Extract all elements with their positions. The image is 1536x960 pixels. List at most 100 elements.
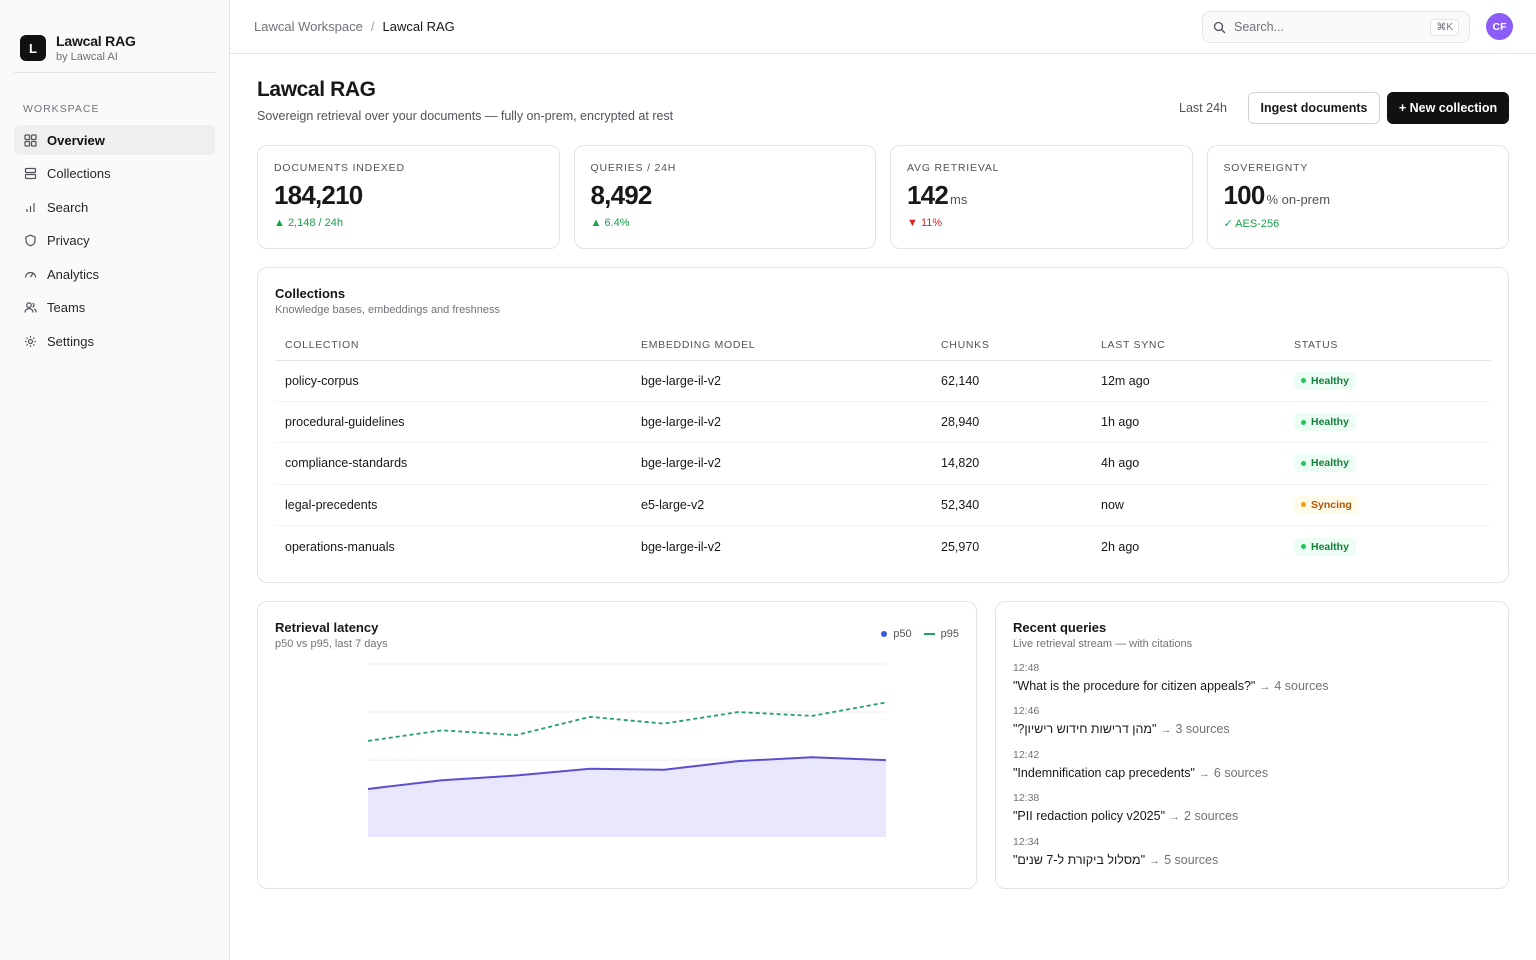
- kpi-sovereignty: SOVEREIGNTY 100% on-prem ✓ AES-256: [1206, 145, 1509, 249]
- queries-subtitle: Live retrieval stream — with citations: [1013, 638, 1193, 650]
- column-header-chunks[interactable]: CHUNKS: [931, 330, 1091, 361]
- search-shortcut: ⌘K: [1430, 18, 1459, 36]
- grid-icon: [23, 133, 37, 147]
- table-row[interactable]: policy-corpus bge-large-il-v2 62,140 12m…: [275, 360, 1491, 402]
- sidebar-item-label: Privacy: [47, 233, 90, 249]
- sidebar-item-settings[interactable]: Settings: [14, 327, 215, 357]
- query-sources: 6 sources: [1213, 765, 1269, 780]
- sidebar-item-overview[interactable]: Overview: [14, 125, 215, 155]
- sidebar-item-privacy[interactable]: Privacy: [14, 226, 215, 256]
- status-label: Syncing: [1311, 498, 1352, 511]
- sidebar-item-label: Overview: [47, 132, 105, 148]
- sidebar-item-label: Search: [47, 199, 89, 215]
- table-row[interactable]: compliance-standards bge-large-il-v2 14,…: [275, 442, 1491, 485]
- sidebar-item-label: Teams: [47, 300, 86, 316]
- list-item[interactable]: 12:38 "PII redaction policy v2025" → 2 sou…: [1013, 792, 1491, 835]
- sidebar-item-analytics[interactable]: Analytics: [14, 259, 215, 289]
- cell-status: Healthy: [1284, 401, 1491, 444]
- status-label: Healthy: [1311, 416, 1349, 429]
- collections-table: COLLECTION EMBEDDING MODEL CHUNKS LAST S…: [275, 330, 1491, 567]
- kpi-number: 184,210: [274, 180, 363, 210]
- column-header-status[interactable]: STATUS: [1284, 330, 1491, 361]
- column-header-last-sync[interactable]: LAST SYNC: [1091, 330, 1284, 361]
- sidebar-item-label: Analytics: [47, 266, 100, 282]
- queries-title: Recent queries: [1013, 620, 1107, 635]
- arrow-icon: →: [1169, 811, 1181, 824]
- kpi-delta: ▼ 11%: [907, 217, 943, 229]
- query-list: 12:48 "What is the procedure for citizen…: [1013, 662, 1491, 879]
- table-row[interactable]: operations-manuals bge-large-il-v2 25,97…: [275, 526, 1491, 567]
- query-line: "מהן דרישות חידוש רישיון?" → 3 sources: [1013, 722, 1491, 736]
- list-item[interactable]: 12:42 "Indemnification cap precedents" → 6…: [1013, 749, 1491, 792]
- query-line: "מסלול ביקורת ל-7 שנים" → 5 sources: [1013, 853, 1491, 867]
- ingest-documents-button[interactable]: Ingest documents: [1248, 92, 1380, 124]
- query-time: 12:34: [1013, 835, 1040, 848]
- new-collection-button[interactable]: + New collection: [1387, 92, 1509, 124]
- sidebar-item-teams[interactable]: Teams: [14, 293, 215, 323]
- query-sources: 5 sources: [1164, 852, 1219, 867]
- status-badge: Healthy: [1294, 413, 1356, 432]
- kpi-queries: QUERIES / 24H 8,492 ▲ 6.4%: [573, 145, 876, 249]
- p50-line: [367, 756, 887, 790]
- sidebar: L Lawcal RAG by Lawcal AI WORKSPACE Over…: [0, 0, 230, 960]
- query-text: "מסלול ביקורת ל-7 שנים": [1013, 852, 1146, 867]
- brand-name: Lawcal RAG: [56, 33, 136, 49]
- status-dot: [1301, 502, 1306, 508]
- kpi-label: DOCUMENTS INDEXED: [274, 162, 405, 174]
- query-line: "Indemnification cap precedents" → 6 sourc…: [1013, 766, 1491, 780]
- kpi-value: 184,210: [274, 180, 543, 211]
- arrow-icon: →: [1259, 681, 1271, 693]
- users-icon: [23, 301, 37, 315]
- cell-last-sync: 12m ago: [1091, 360, 1284, 402]
- sidebar-item-search[interactable]: Search: [14, 192, 215, 222]
- cell-collection: policy-corpus: [275, 360, 631, 402]
- status-badge: Healthy: [1294, 454, 1356, 473]
- table-row[interactable]: procedural-guidelines bge-large-il-v2 28…: [275, 401, 1491, 444]
- kpi-documents-indexed: DOCUMENTS INDEXED 184,210 ▲ 2,148 / 24h: [257, 145, 560, 249]
- query-time: 12:38: [1013, 792, 1040, 805]
- legend-item-p95[interactable]: p95: [923, 628, 959, 640]
- status-dot: [1301, 419, 1306, 425]
- brand[interactable]: L Lawcal RAG by Lawcal AI: [0, 0, 229, 72]
- cell-last-sync: 2h ago: [1101, 539, 1140, 554]
- p95-line: [367, 701, 887, 742]
- cell-last-sync: now: [1091, 484, 1284, 527]
- latency-title: Retrieval latency: [275, 620, 379, 635]
- sidebar-item-label: Collections: [47, 166, 111, 182]
- list-item[interactable]: 12:48 "What is the procedure for citizen…: [1013, 662, 1491, 705]
- status-badge: Syncing: [1294, 495, 1359, 514]
- status-label: Healthy: [1311, 374, 1349, 387]
- latency-subtitle: p50 vs p95, last 7 days: [275, 638, 388, 650]
- status-badge: Healthy: [1294, 537, 1356, 556]
- status-dot: [1301, 378, 1306, 384]
- cell-last-sync: 1h ago: [1091, 401, 1284, 444]
- kpi-label: AVG RETRIEVAL: [907, 162, 1000, 174]
- list-item[interactable]: 12:46 "מהן דרישות חידוש רישיון?" → 3 sourc…: [1013, 705, 1491, 748]
- cell-collection: operations-manuals: [285, 539, 395, 554]
- topbar: Lawcal Workspace / Lawcal RAG Search... …: [230, 0, 1536, 54]
- column-header-embedding-model[interactable]: EMBEDDING MODEL: [631, 330, 931, 361]
- kpi-unit: ms: [949, 192, 968, 207]
- legend-swatch-p95: [923, 633, 935, 635]
- search-input[interactable]: Search... ⌘K: [1202, 11, 1470, 43]
- breadcrumb-separator: /: [370, 19, 375, 34]
- kpi-delta: ▲ 2,148 / 24h: [274, 217, 343, 229]
- status-dot: [1301, 544, 1306, 549]
- status-badge: Healthy: [1294, 371, 1356, 390]
- query-sources: 4 sources: [1274, 679, 1329, 693]
- gear-icon: [23, 335, 37, 349]
- kpi-number: 8,492: [590, 180, 653, 210]
- cell-status: Healthy: [1284, 360, 1491, 402]
- time-range[interactable]: Last 24h: [1179, 101, 1227, 115]
- table-row[interactable]: legal-precedents e5-large-v2 52,340 now …: [275, 484, 1491, 527]
- sidebar-item-collections[interactable]: Collections: [14, 159, 215, 189]
- column-header-collection[interactable]: COLLECTION: [275, 330, 631, 361]
- cell-status: Healthy: [1284, 442, 1491, 485]
- avatar[interactable]: CF: [1486, 13, 1513, 40]
- legend-item-p50[interactable]: p50: [881, 628, 912, 640]
- arrow-icon: →: [1198, 767, 1210, 780]
- breadcrumb-workspace[interactable]: Lawcal Workspace: [254, 19, 363, 34]
- list-item[interactable]: 12:34 "מסלול ביקורת ל-7 שנים" → 5 sources: [1013, 836, 1491, 879]
- query-line: "What is the procedure for citizen appea…: [1013, 679, 1491, 693]
- query-time: 12:46: [1013, 705, 1040, 718]
